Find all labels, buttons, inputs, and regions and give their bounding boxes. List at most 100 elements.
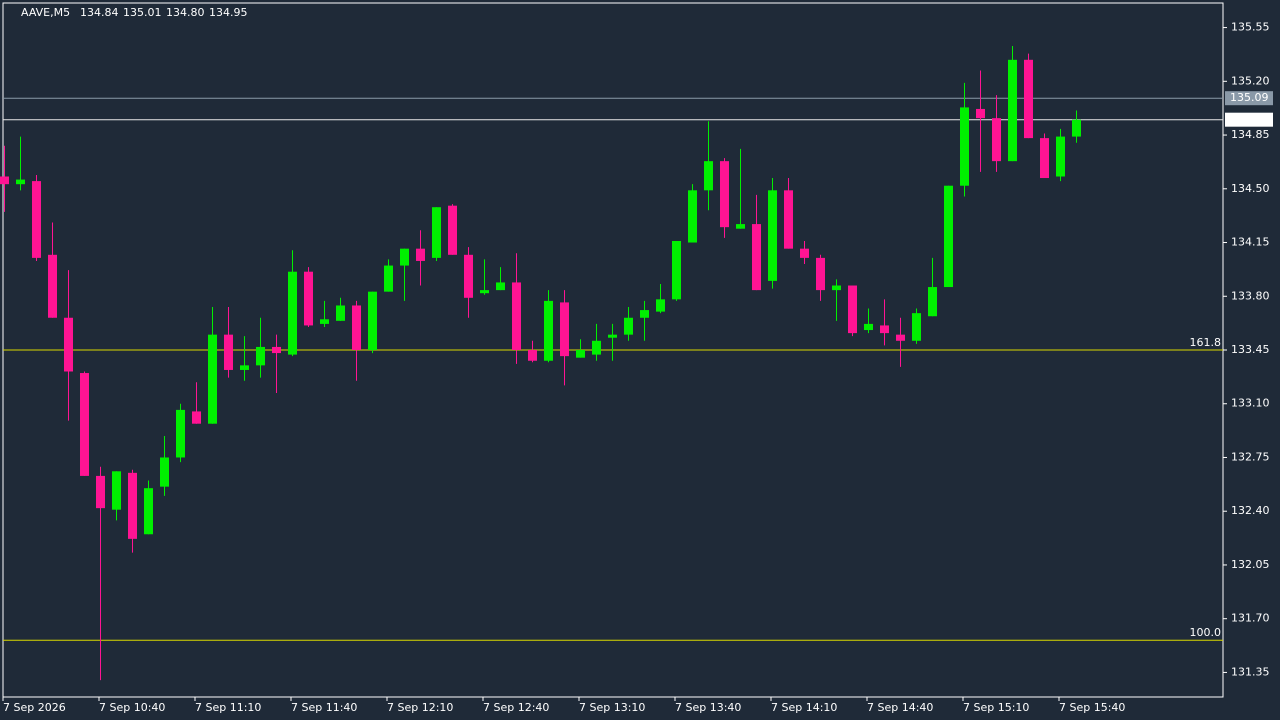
candle-body — [608, 334, 617, 338]
candle-body — [544, 300, 553, 361]
y-tick-label: 134.50 — [1231, 182, 1270, 195]
x-tick-label: 7 Sep 11:10 — [195, 701, 261, 714]
x-tick-label: 7 Sep 12:40 — [483, 701, 549, 714]
candle-body — [304, 271, 313, 326]
candle-body — [0, 176, 9, 185]
candle-body — [1008, 59, 1017, 162]
candle-body — [1024, 59, 1033, 139]
x-tick-label: 7 Sep 12:10 — [387, 701, 453, 714]
candle-body — [832, 285, 841, 291]
candle-body — [432, 207, 441, 258]
candle-body — [800, 248, 809, 258]
candle-body — [464, 254, 473, 298]
candle-body — [784, 190, 793, 249]
fib-label: 100.0 — [1190, 626, 1222, 639]
candle-body — [416, 248, 425, 261]
candle-body — [256, 346, 265, 366]
candle-body — [512, 282, 521, 350]
y-tick-label: 134.85 — [1231, 128, 1270, 141]
y-tick-label: 135.55 — [1231, 21, 1270, 34]
candle-body — [880, 325, 889, 334]
candle-body — [944, 185, 953, 288]
candle-body — [368, 291, 377, 350]
fib-label: 161.8 — [1190, 336, 1222, 349]
candle-body — [560, 302, 569, 357]
ask-label: 135.09 — [1230, 91, 1269, 104]
x-tick-label: 7 Sep 15:10 — [963, 701, 1029, 714]
x-tick-label: 7 Sep 11:40 — [291, 701, 357, 714]
x-tick-label: 7 Sep 14:10 — [771, 701, 837, 714]
bid-box — [1225, 112, 1273, 127]
candle-body — [112, 471, 121, 510]
candle-body — [976, 108, 985, 119]
y-tick-label: 134.15 — [1231, 236, 1270, 249]
candle-body — [144, 488, 153, 535]
candle-body — [576, 350, 585, 358]
candle-body — [960, 107, 969, 186]
candle-body — [992, 118, 1001, 162]
y-tick-label: 131.70 — [1231, 612, 1270, 625]
candle-body — [288, 271, 297, 355]
candle-body — [864, 323, 873, 331]
candle-body — [80, 373, 89, 476]
header-high: 135.01 — [123, 6, 162, 19]
candle-body — [912, 313, 921, 341]
candle-body — [160, 457, 169, 487]
candle-body — [208, 334, 217, 424]
x-tick-label: 7 Sep 14:40 — [867, 701, 933, 714]
candle-body — [928, 287, 937, 317]
candle-body — [320, 319, 329, 324]
header-open: 134.84 — [80, 6, 119, 19]
candle-body — [240, 365, 249, 370]
candle-body — [752, 224, 761, 291]
candle-body — [672, 240, 681, 300]
header-close: 134.95 — [209, 6, 248, 19]
symbol: AAVE,M5 — [21, 6, 70, 19]
candle-body — [1056, 136, 1065, 177]
candle-body — [480, 290, 489, 294]
y-tick-label: 133.80 — [1231, 289, 1270, 302]
x-tick-label: 7 Sep 13:40 — [675, 701, 741, 714]
y-tick-label: 131.35 — [1231, 665, 1270, 678]
header-low: 134.80 — [166, 6, 205, 19]
y-tick-label: 133.45 — [1231, 343, 1270, 356]
candle-body — [816, 257, 825, 291]
candle-body — [176, 409, 185, 458]
candle-body — [1072, 119, 1081, 137]
candle-body — [624, 317, 633, 335]
candle-body — [384, 265, 393, 292]
candle-body — [736, 224, 745, 229]
candle-body — [48, 254, 57, 318]
y-tick-label: 132.05 — [1231, 558, 1270, 571]
candle-body — [192, 411, 201, 424]
y-tick-label: 135.20 — [1231, 74, 1270, 87]
candle-body — [272, 346, 281, 354]
candle-body — [848, 285, 857, 334]
y-tick-label: 132.40 — [1231, 504, 1270, 517]
candle-body — [704, 161, 713, 191]
candle-body — [496, 282, 505, 291]
candle-body — [720, 161, 729, 228]
candle-body — [768, 190, 777, 281]
candle-body — [1040, 138, 1049, 179]
bid-label: 134.95 — [1230, 113, 1269, 126]
candle-body — [64, 317, 73, 372]
candle-body — [352, 305, 361, 350]
candle-body — [656, 299, 665, 312]
candle-body — [224, 334, 233, 370]
candle-body — [16, 179, 25, 185]
candle-body — [448, 205, 457, 255]
x-tick-label: 7 Sep 10:40 — [99, 701, 165, 714]
candle-body — [640, 310, 649, 318]
y-tick-label: 133.10 — [1231, 397, 1270, 410]
x-tick-label: 7 Sep 15:40 — [1059, 701, 1125, 714]
candle-body — [400, 248, 409, 266]
y-tick-label: 132.75 — [1231, 450, 1270, 463]
candle-body — [96, 475, 105, 509]
x-tick-label: 7 Sep 2026 — [3, 701, 66, 714]
candle-body — [32, 181, 41, 258]
candle-body — [896, 334, 905, 341]
candle-body — [528, 350, 537, 361]
candle-body — [128, 472, 137, 539]
